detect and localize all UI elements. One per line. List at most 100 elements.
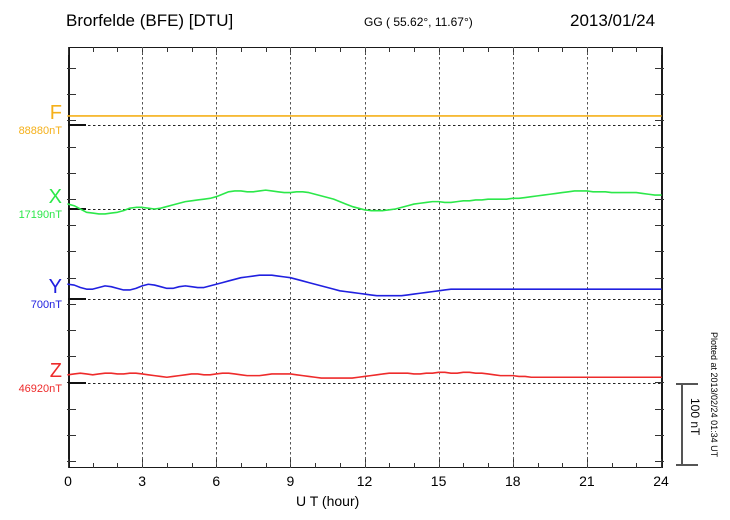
x-tick-label: 21 xyxy=(579,473,595,489)
y-tick-right xyxy=(655,408,664,410)
component-label-y: Y 700nT xyxy=(0,277,62,312)
gridline xyxy=(216,47,218,468)
x-tick-top xyxy=(92,47,94,52)
x-tick-label: 3 xyxy=(138,473,146,489)
y-tick-right xyxy=(655,461,664,462)
trace-y xyxy=(67,274,662,297)
x-tick xyxy=(166,463,168,468)
x-tick xyxy=(339,463,341,468)
y-tick xyxy=(67,434,76,436)
y-tick-right xyxy=(655,146,664,148)
y-tick-right xyxy=(655,434,664,436)
x-tick-top xyxy=(241,47,242,52)
y-tick-right xyxy=(655,251,664,253)
x-tick-top xyxy=(488,47,489,52)
x-tick-top xyxy=(413,47,415,52)
x-axis-title: U T (hour) xyxy=(296,493,360,509)
x-tick xyxy=(537,463,539,468)
x-tick-top xyxy=(463,47,465,52)
baseline-y xyxy=(68,299,663,300)
x-tick xyxy=(611,463,613,468)
component-label-x: X 17190nT xyxy=(0,187,62,222)
gridline xyxy=(438,47,440,468)
x-tick xyxy=(265,463,267,468)
station-title: Brorfelde (BFE) [DTU] xyxy=(66,11,234,30)
gridline xyxy=(290,47,292,468)
x-tick-top xyxy=(68,47,69,55)
x-tick-top xyxy=(265,47,267,52)
x-tick-label: 6 xyxy=(212,473,221,489)
x-tick-top xyxy=(117,47,119,52)
observation-date: 2013/01/24 xyxy=(570,11,656,30)
component-value-f: 88880nT xyxy=(18,125,62,137)
y-tick xyxy=(67,146,76,148)
component-letter-y: Y xyxy=(48,276,62,298)
x-tick-label: 15 xyxy=(430,473,447,489)
component-letter-f: F xyxy=(49,102,62,124)
gridline xyxy=(142,47,144,468)
y-tick xyxy=(67,68,76,69)
x-tick-top xyxy=(389,47,391,52)
x-tick-top xyxy=(611,47,613,52)
x-tick xyxy=(241,463,242,468)
scale-bar-top-cap xyxy=(676,383,698,385)
x-axis-bottom xyxy=(68,467,663,468)
baseline-stub-x xyxy=(68,208,86,210)
x-tick xyxy=(68,459,69,468)
component-label-f: F 88880nT xyxy=(0,103,62,138)
y-tick-right xyxy=(655,199,664,200)
gridline xyxy=(586,47,588,468)
geographic-coordinates: GG ( 55.62°, 11.67°) xyxy=(364,15,473,29)
gridline xyxy=(512,47,514,468)
component-value-y: 700nT xyxy=(30,299,62,311)
gridline xyxy=(364,47,366,468)
x-tick xyxy=(389,463,391,468)
x-tick xyxy=(413,463,415,468)
y-axis-left xyxy=(68,47,70,468)
x-tick-top xyxy=(315,47,317,52)
x-tick-top xyxy=(537,47,539,52)
y-tick-right xyxy=(655,225,664,227)
x-tick-top xyxy=(339,47,341,52)
plotted-timestamp: Plotted at 2013/02/24 01:34 UT xyxy=(709,332,719,458)
trace-x xyxy=(67,189,662,215)
x-tick-label: 0 xyxy=(64,473,72,489)
y-tick-right xyxy=(655,172,664,174)
baseline-z xyxy=(68,383,663,384)
y-tick xyxy=(67,408,76,410)
y-tick xyxy=(67,330,76,331)
x-tick xyxy=(191,463,193,468)
trace-curves xyxy=(67,115,662,379)
y-tick xyxy=(67,303,76,305)
trace-z xyxy=(67,371,662,379)
plot-area xyxy=(67,47,664,468)
y-tick-right xyxy=(655,330,664,331)
component-value-x: 17190nT xyxy=(18,209,62,221)
plot-top-border xyxy=(68,47,663,48)
y-tick xyxy=(67,461,76,462)
y-tick-right xyxy=(655,120,664,122)
component-label-z: Z 46920nT xyxy=(0,361,62,396)
y-tick-right xyxy=(655,94,664,96)
scale-bar xyxy=(676,383,698,466)
x-tick-top xyxy=(562,47,564,52)
x-tick xyxy=(117,463,119,468)
y-tick xyxy=(67,172,76,174)
x-tick-top xyxy=(166,47,168,52)
baseline-stub-y xyxy=(68,298,86,300)
component-letter-z: Z xyxy=(49,360,62,382)
x-tick-top xyxy=(661,47,662,55)
x-tick-label: 24 xyxy=(653,473,669,489)
y-tick-right xyxy=(655,277,664,279)
y-tick-right xyxy=(655,68,664,69)
component-letter-x: X xyxy=(48,186,62,208)
y-tick xyxy=(67,120,76,122)
x-tick-top xyxy=(636,47,638,52)
y-tick-right xyxy=(655,382,664,384)
baseline-f xyxy=(68,125,663,126)
y-axis-right xyxy=(661,47,663,468)
y-tick-right xyxy=(655,303,664,305)
scale-bar-line xyxy=(681,383,683,466)
scale-bar-label: 100 nT xyxy=(688,398,702,436)
